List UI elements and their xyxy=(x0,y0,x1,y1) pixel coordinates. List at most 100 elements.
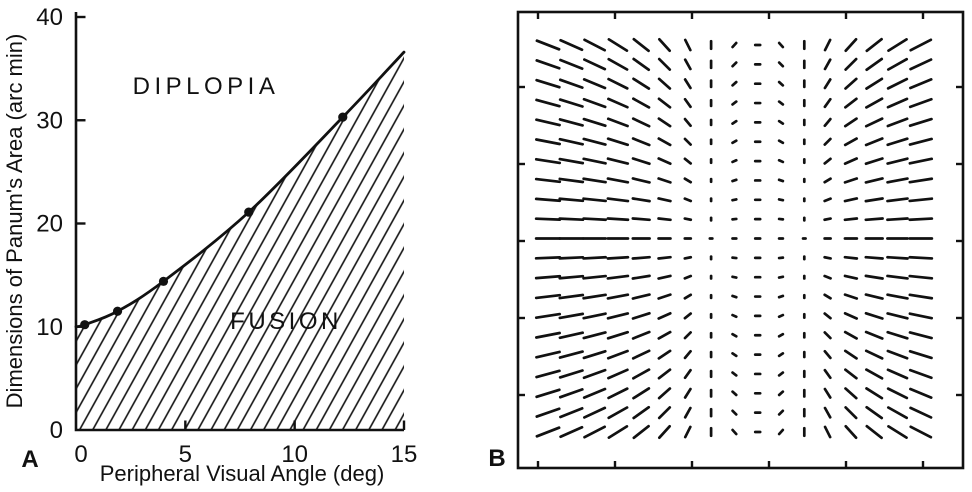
panel-a-letter: A xyxy=(21,446,38,473)
vector-segment xyxy=(886,217,909,222)
vector-segment xyxy=(909,425,933,439)
vector-segment xyxy=(731,119,738,125)
fusion-hatch-area xyxy=(76,52,405,430)
vector-segment xyxy=(908,177,934,184)
vector-segment xyxy=(887,38,908,52)
vector-segment xyxy=(823,117,832,128)
vector-segment xyxy=(823,58,832,71)
vector-segment xyxy=(583,38,607,52)
vector-segment xyxy=(582,255,608,260)
vector-segment xyxy=(844,387,858,400)
vector-segment xyxy=(683,274,693,280)
vector-segment xyxy=(843,197,859,203)
vector-segment xyxy=(631,330,651,340)
data-point xyxy=(338,112,348,122)
vector-segment xyxy=(908,331,933,340)
vector-segment xyxy=(865,97,884,109)
vector-segment xyxy=(534,157,562,165)
vector-segment xyxy=(823,255,832,260)
vector-segment xyxy=(582,117,607,128)
vector-segment xyxy=(558,157,585,165)
vector-segment xyxy=(844,37,858,53)
vector-segment xyxy=(886,274,909,280)
vector-segment xyxy=(657,293,672,300)
vector-segment xyxy=(631,293,651,300)
vector-segment xyxy=(908,197,934,203)
field-frame xyxy=(516,10,965,470)
vector-segment xyxy=(865,405,884,420)
vector-segment xyxy=(657,424,672,440)
vector-field xyxy=(534,37,934,440)
vector-segment xyxy=(864,117,884,128)
vector-segment xyxy=(683,78,692,90)
vector-segment xyxy=(607,97,629,109)
vector-segment xyxy=(844,77,858,90)
vector-segment xyxy=(632,424,650,440)
vector-segment xyxy=(534,256,562,260)
vector-segment xyxy=(535,138,561,146)
vector-segment xyxy=(823,406,832,419)
vector-segment xyxy=(823,349,832,360)
vector-segment xyxy=(558,312,585,320)
vector-segment xyxy=(683,177,693,184)
vector-segment xyxy=(886,312,909,320)
vector-segment xyxy=(535,426,561,438)
vector-segment xyxy=(886,77,909,90)
fusion-region-label: FUSION xyxy=(230,308,342,335)
vector-segment xyxy=(582,97,607,109)
panel-b-letter: B xyxy=(488,445,505,472)
vector-segment xyxy=(683,157,693,165)
vector-segment xyxy=(632,387,651,400)
vector-segment xyxy=(823,157,832,165)
vector-segment xyxy=(606,177,630,184)
vector-segment xyxy=(731,294,738,299)
vector-segment xyxy=(777,332,785,338)
vector-segment xyxy=(632,37,650,53)
vector-segment xyxy=(823,425,832,439)
x-tick-label: 10 xyxy=(281,441,308,468)
vector-segment xyxy=(607,38,629,52)
vector-segment xyxy=(631,157,651,166)
vector-segment xyxy=(823,78,832,90)
vector-segment xyxy=(534,217,562,221)
vector-segment xyxy=(606,137,630,147)
vector-segment xyxy=(777,119,785,125)
data-point xyxy=(158,276,169,286)
vector-segment xyxy=(606,217,630,222)
vector-segment xyxy=(886,97,909,109)
vector-segment xyxy=(558,388,584,399)
vector-segment xyxy=(534,197,562,203)
vector-segment xyxy=(632,368,651,380)
vector-segment xyxy=(534,177,562,184)
vector-segment xyxy=(683,425,692,439)
vector-segment xyxy=(631,177,651,184)
vector-segment xyxy=(683,387,692,399)
x-tick-label: 15 xyxy=(391,441,418,468)
vector-segment xyxy=(683,406,692,419)
vector-segment xyxy=(777,409,785,416)
vector-segment xyxy=(777,371,785,377)
vector-segment xyxy=(823,137,832,146)
vector-segment xyxy=(909,387,933,399)
vector-segment xyxy=(607,77,629,90)
vector-segment xyxy=(582,368,607,380)
vector-segment xyxy=(908,157,934,165)
vector-segment xyxy=(777,158,785,164)
vector-segment xyxy=(864,197,884,203)
y-tick-label: 40 xyxy=(36,4,63,31)
vector-segment xyxy=(558,255,585,260)
vector-segment xyxy=(777,275,785,279)
vector-segment xyxy=(632,77,651,90)
vector-segment xyxy=(864,137,884,147)
vector-segment xyxy=(864,349,884,360)
vector-segment xyxy=(683,197,693,203)
vector-segment xyxy=(558,350,584,359)
vector-segment xyxy=(908,255,934,260)
vector-segment xyxy=(683,349,692,360)
vector-segment xyxy=(535,98,561,108)
vector-segment xyxy=(843,274,859,280)
vector-segment xyxy=(777,294,785,299)
vector-segment xyxy=(535,118,561,127)
vector-segment xyxy=(535,388,561,399)
